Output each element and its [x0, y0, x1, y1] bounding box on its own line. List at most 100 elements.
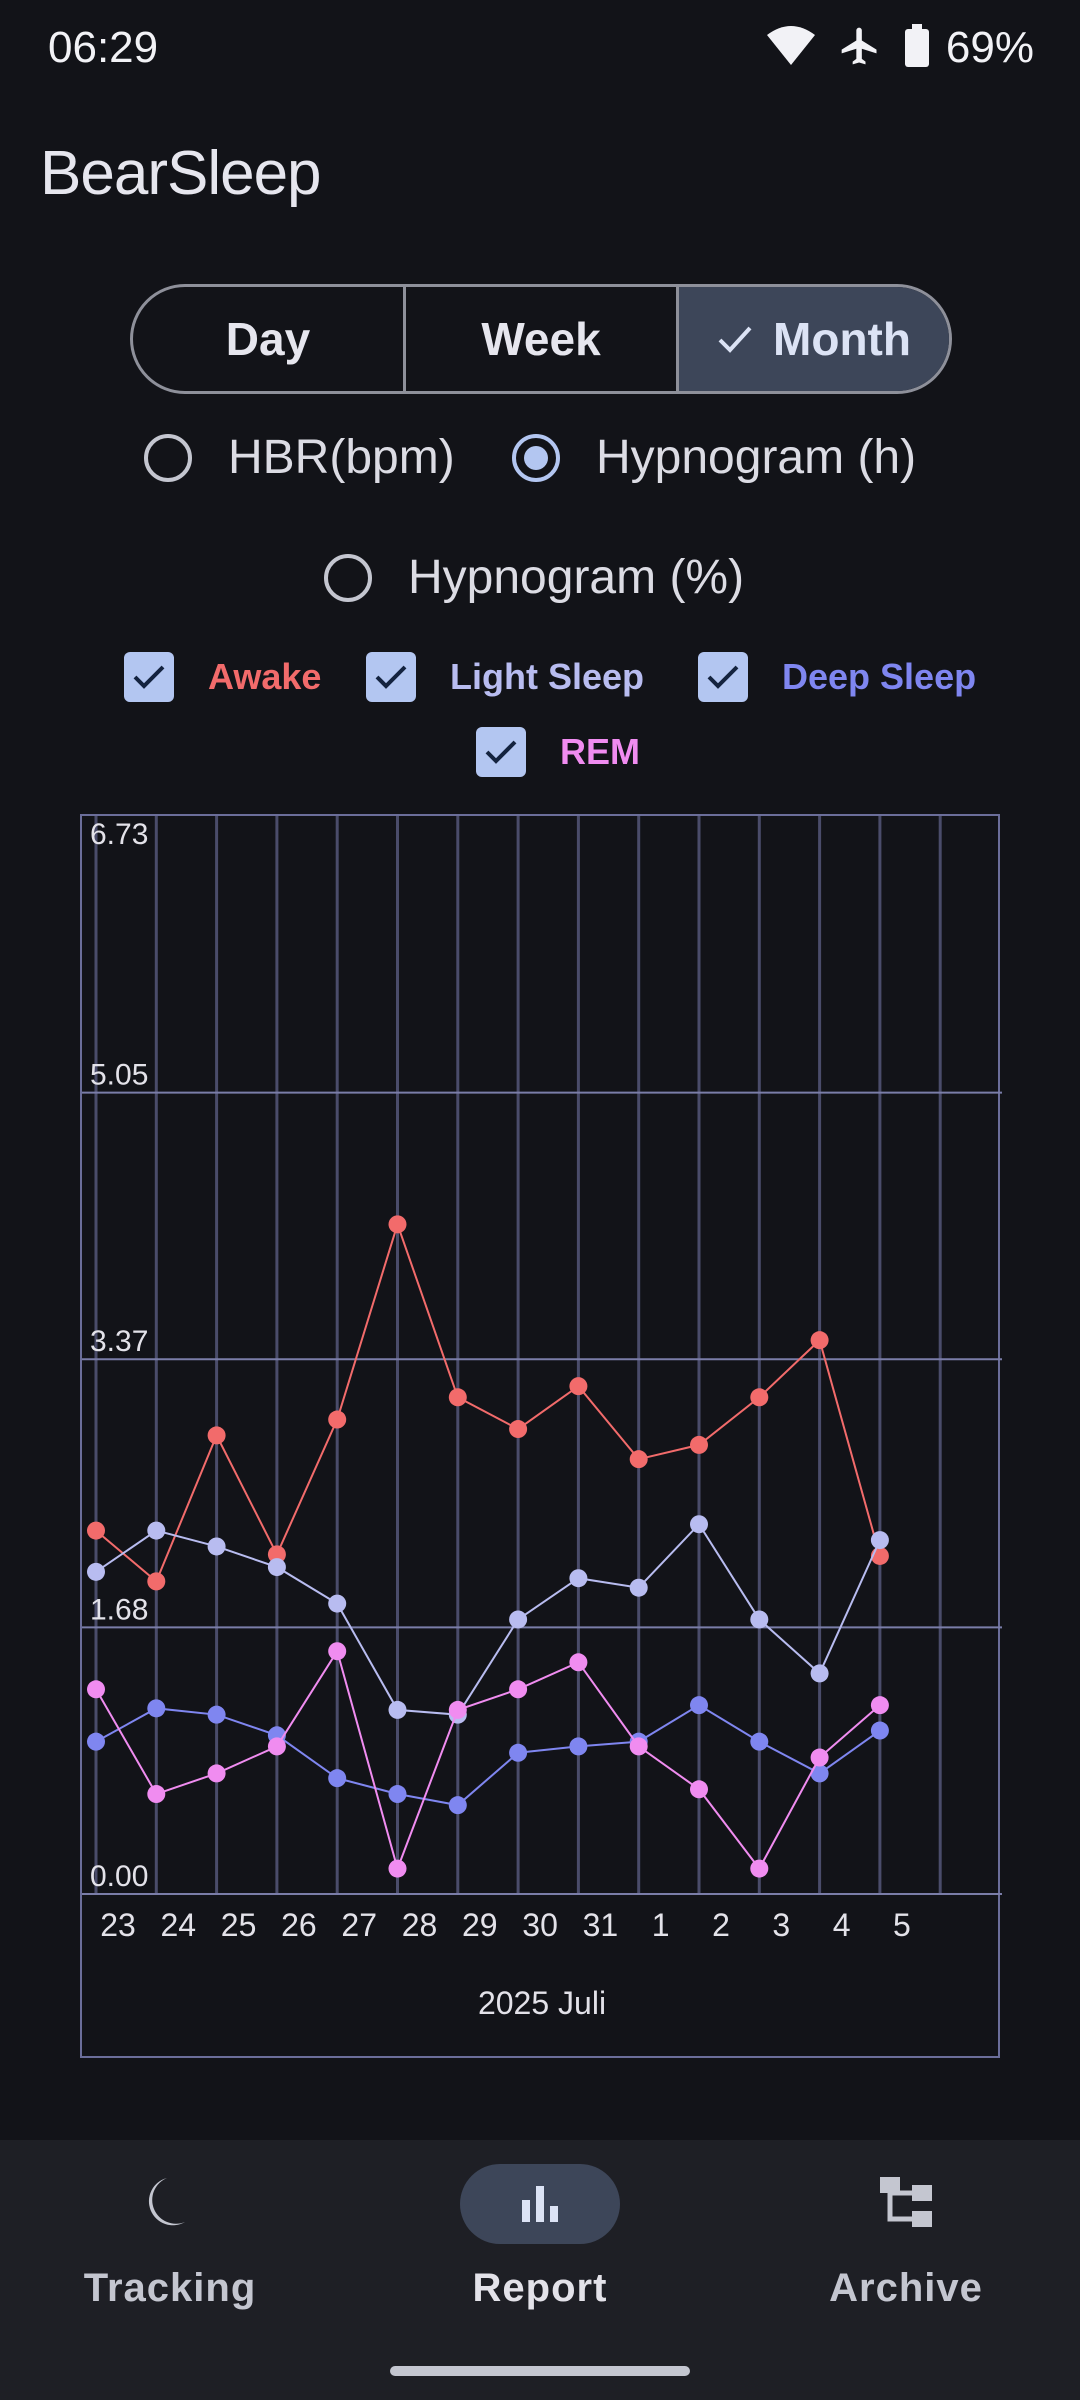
toggle-awake[interactable]: Awake — [124, 652, 321, 702]
data-point-rem — [388, 1859, 407, 1878]
y-tick-label: 6.73 — [90, 818, 148, 851]
data-point-deep-sleep — [147, 1699, 166, 1718]
data-point-awake — [207, 1426, 226, 1445]
airplane-icon — [838, 24, 882, 73]
data-point-deep-sleep — [448, 1796, 467, 1815]
x-tick-label: 2 — [712, 1907, 730, 1943]
data-point-awake — [750, 1388, 769, 1407]
data-point-light-sleep — [87, 1562, 105, 1581]
data-point-deep-sleep — [207, 1705, 226, 1724]
radio-hypnogram-h[interactable]: Hypnogram (h) — [512, 430, 916, 485]
x-tick-label: 3 — [772, 1907, 790, 1943]
bottom-navigation: Tracking Report Archive — [0, 2140, 1080, 2400]
nav-archive[interactable]: Archive — [756, 2164, 1056, 2344]
radio-hypnogram-percent-indicator[interactable] — [324, 553, 372, 602]
radio-hypnogram-percent-label: Hypnogram (%) — [408, 551, 745, 604]
radio-hbr-indicator[interactable] — [144, 433, 192, 482]
data-point-light-sleep — [388, 1700, 407, 1719]
x-tick-label: 4 — [833, 1907, 851, 1943]
toggle-awake-label: Awake — [208, 656, 322, 697]
radio-hypnogram-h-label: Hypnogram (h) — [596, 431, 917, 484]
y-tick-label: 5.05 — [90, 1059, 148, 1092]
data-point-rem — [87, 1680, 105, 1699]
data-point-awake — [690, 1435, 708, 1454]
range-selector: Day Week Month — [130, 284, 952, 394]
data-point-light-sleep — [629, 1578, 648, 1597]
data-point-rem — [328, 1642, 347, 1661]
nav-report-label: Report — [472, 2266, 608, 2310]
range-month-button[interactable]: Month — [679, 287, 949, 391]
checkbox-rem[interactable] — [476, 727, 526, 777]
x-tick-label: 27 — [341, 1907, 377, 1943]
nav-tracking-icon-wrap — [90, 2164, 250, 2244]
data-point-rem — [569, 1653, 588, 1672]
data-point-deep-sleep — [509, 1743, 528, 1762]
status-icons: 69% — [766, 23, 1034, 73]
checkbox-light-sleep[interactable] — [366, 652, 416, 702]
data-point-awake — [87, 1521, 105, 1540]
data-point-awake — [509, 1420, 528, 1439]
x-tick-label: 25 — [221, 1907, 257, 1943]
toggle-rem[interactable]: REM — [476, 727, 640, 777]
hypnogram-chart[interactable]: 0.00 1.68 3.37 5.05 6.73 23 24 25 26 27 28 29 30 31 1 2… — [80, 814, 1002, 2058]
x-tick-label: 5 — [893, 1907, 911, 1943]
y-tick-label: 3.37 — [90, 1325, 148, 1358]
app-title: BearSleep — [40, 139, 322, 208]
radio-hbr[interactable]: HBR(bpm) — [144, 430, 455, 485]
data-point-deep-sleep — [690, 1696, 708, 1715]
data-point-awake — [569, 1377, 588, 1396]
check-icon — [717, 324, 753, 354]
data-point-deep-sleep — [328, 1769, 347, 1788]
data-point-light-sleep — [147, 1521, 166, 1540]
data-point-rem — [750, 1859, 769, 1878]
series-line-rem — [95, 1648, 881, 1872]
data-point-light-sleep — [207, 1537, 226, 1556]
status-bar: 06:29 69% — [0, 0, 1080, 96]
data-point-awake — [267, 1545, 286, 1564]
x-tick-label: 23 — [100, 1907, 136, 1943]
wifi-icon — [766, 25, 816, 72]
checkbox-deep-sleep[interactable] — [698, 652, 748, 702]
data-point-deep-sleep — [569, 1737, 588, 1756]
data-point-rem — [810, 1748, 829, 1767]
x-tick-label: 28 — [402, 1907, 438, 1943]
nav-tracking[interactable]: Tracking — [20, 2164, 320, 2344]
toggle-light-sleep[interactable]: Light Sleep — [366, 652, 644, 702]
data-point-awake — [810, 1331, 829, 1350]
radio-hypnogram-percent[interactable]: Hypnogram (%) — [324, 550, 744, 605]
nav-archive-label: Archive — [829, 2266, 983, 2310]
data-point-rem — [629, 1737, 648, 1756]
checkbox-awake[interactable] — [124, 652, 174, 702]
x-tick-label: 24 — [161, 1907, 197, 1943]
y-tick-label: 1.68 — [90, 1593, 148, 1626]
data-point-light-sleep — [750, 1610, 769, 1629]
radio-hbr-label: HBR(bpm) — [228, 431, 455, 484]
bar-chart-icon — [520, 2182, 560, 2227]
data-point-rem — [267, 1737, 286, 1756]
range-day-button[interactable]: Day — [133, 287, 406, 391]
status-time: 06:29 — [48, 23, 159, 72]
moon-icon — [145, 2176, 195, 2233]
nav-report[interactable]: Report — [390, 2164, 690, 2344]
data-point-awake — [328, 1410, 347, 1429]
home-indicator — [390, 2366, 690, 2376]
radio-hypnogram-h-indicator[interactable] — [512, 433, 560, 482]
toggle-deep-sleep-label: Deep Sleep — [782, 656, 977, 697]
data-point-deep-sleep — [810, 1764, 829, 1783]
toggle-deep-sleep[interactable]: Deep Sleep — [698, 652, 976, 702]
data-point-rem — [207, 1764, 226, 1783]
series-line-deep-sleep — [95, 1703, 881, 1807]
series-line-awake — [95, 1221, 881, 1584]
range-week-button[interactable]: Week — [406, 287, 679, 391]
data-point-deep-sleep — [87, 1732, 105, 1751]
nav-tracking-label: Tracking — [83, 2266, 257, 2310]
y-tick-label: 0.00 — [90, 1860, 148, 1893]
archive-tree-icon — [880, 2176, 932, 2232]
data-point-rem — [509, 1680, 528, 1699]
series-line-light-sleep — [95, 1522, 881, 1716]
data-point-light-sleep — [870, 1531, 889, 1550]
data-point-deep-sleep — [750, 1732, 769, 1751]
data-point-awake — [388, 1215, 407, 1234]
range-week-label: Week — [481, 313, 601, 365]
nav-archive-icon-wrap — [826, 2164, 986, 2244]
